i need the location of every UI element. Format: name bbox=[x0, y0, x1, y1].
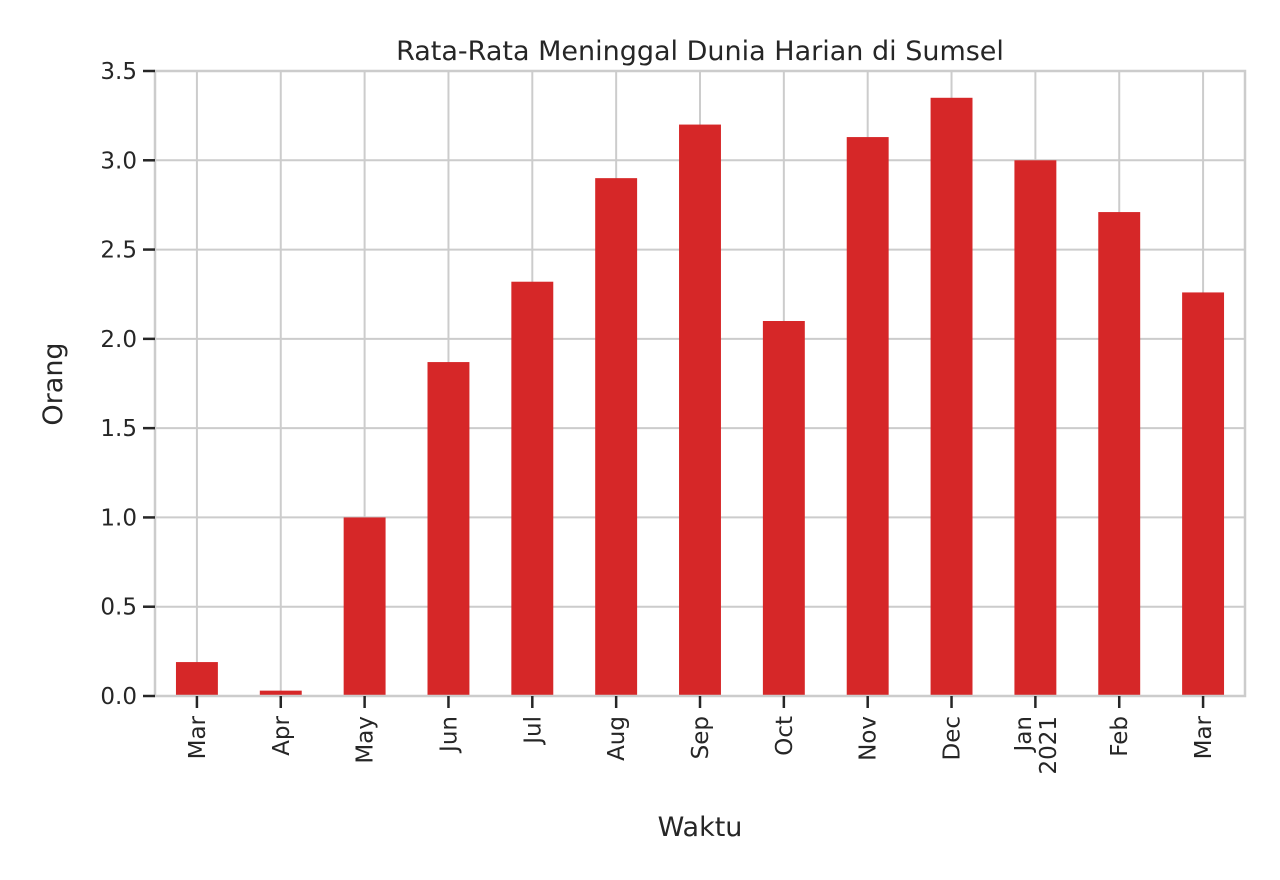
bars bbox=[175, 97, 1225, 697]
y-tick-label: 2.0 bbox=[100, 327, 137, 353]
bar bbox=[679, 124, 721, 697]
x-tick-label: Dec bbox=[940, 716, 966, 761]
x-tick-label-group: Mar bbox=[185, 715, 211, 759]
x-tick-label-line: Aug bbox=[604, 716, 630, 761]
x-tick-label: Apr bbox=[269, 715, 295, 755]
bar bbox=[511, 281, 554, 696]
chart-title: Rata-Rata Meninggal Dunia Harian di Sums… bbox=[396, 36, 1004, 67]
bar bbox=[762, 321, 805, 696]
x-tick-label: Nov bbox=[856, 716, 882, 761]
x-tick-label: Jun bbox=[436, 716, 462, 754]
x-tick-label-group: Oct bbox=[772, 716, 798, 756]
bar bbox=[846, 137, 889, 697]
y-tick-label: 1.0 bbox=[100, 505, 137, 531]
x-tick-label-line: Mar bbox=[185, 715, 211, 759]
x-tick-label-line: Jul bbox=[520, 716, 546, 746]
bar bbox=[175, 662, 218, 696]
x-axis-ticks: Mar Apr May Jun Jul Aug Sep Oct Nov Dec Jan2021 Feb… bbox=[185, 696, 1217, 775]
x-tick-label-group: May bbox=[353, 716, 379, 764]
x-tick-label-line: Mar bbox=[1191, 715, 1217, 759]
x-tick-label-line: Apr bbox=[269, 715, 295, 755]
bar bbox=[1098, 212, 1141, 697]
x-tick-label: Jan2021 bbox=[1011, 716, 1062, 775]
bar bbox=[427, 362, 470, 696]
x-tick-label-group: Feb bbox=[1107, 716, 1133, 757]
bar bbox=[1014, 160, 1057, 697]
y-tick-label: 0.0 bbox=[100, 684, 137, 710]
y-axis-label: Orang bbox=[38, 342, 69, 425]
x-tick-label: Sep bbox=[688, 716, 714, 759]
x-tick-label-group: Dec bbox=[940, 716, 966, 761]
x-tick-label-line: 2021 bbox=[1036, 716, 1062, 775]
x-tick-label-group: Jun bbox=[436, 716, 462, 754]
y-axis-ticks: 0.0 0.5 1.0 1.5 2.0 2.5 3.0 3.5 bbox=[100, 59, 155, 710]
x-tick-label: Feb bbox=[1107, 716, 1133, 757]
y-tick-label: 3.5 bbox=[100, 59, 137, 85]
y-tick-label: 2.5 bbox=[100, 238, 137, 264]
bar bbox=[343, 517, 386, 696]
y-tick-label: 0.5 bbox=[100, 595, 137, 621]
x-axis-label: Waktu bbox=[658, 812, 743, 843]
x-tick-label: May bbox=[353, 716, 379, 764]
x-tick-label-group: Jan2021 bbox=[1011, 716, 1062, 775]
bar bbox=[259, 690, 302, 696]
y-tick-label: 1.5 bbox=[100, 416, 137, 442]
x-tick-label-line: May bbox=[353, 716, 379, 764]
x-tick-label-group: Apr bbox=[269, 715, 295, 755]
x-tick-label-line: Oct bbox=[772, 716, 798, 756]
x-tick-label-line: Dec bbox=[940, 716, 966, 761]
x-tick-label-group: Nov bbox=[856, 716, 882, 761]
x-tick-label: Oct bbox=[772, 716, 798, 756]
x-tick-label-line: Jun bbox=[436, 716, 462, 754]
x-tick-label-line: Feb bbox=[1107, 716, 1133, 757]
x-tick-label: Aug bbox=[604, 716, 630, 761]
y-tick-label: 3.0 bbox=[100, 148, 137, 174]
x-tick-label-line: Sep bbox=[688, 716, 714, 759]
bar bbox=[1182, 292, 1225, 696]
x-tick-label: Jul bbox=[520, 716, 546, 746]
x-tick-label-group: Aug bbox=[604, 716, 630, 761]
x-tick-label-group: Mar bbox=[1191, 715, 1217, 759]
x-tick-label: Mar bbox=[1191, 715, 1217, 759]
bar bbox=[930, 97, 973, 697]
x-tick-label-line: Nov bbox=[856, 716, 882, 761]
bar bbox=[595, 178, 638, 697]
x-tick-label: Mar bbox=[185, 715, 211, 759]
x-tick-label-line: Jan bbox=[1011, 716, 1037, 753]
x-tick-label-group: Sep bbox=[688, 716, 714, 759]
x-tick-label-group: Jul bbox=[520, 716, 546, 746]
